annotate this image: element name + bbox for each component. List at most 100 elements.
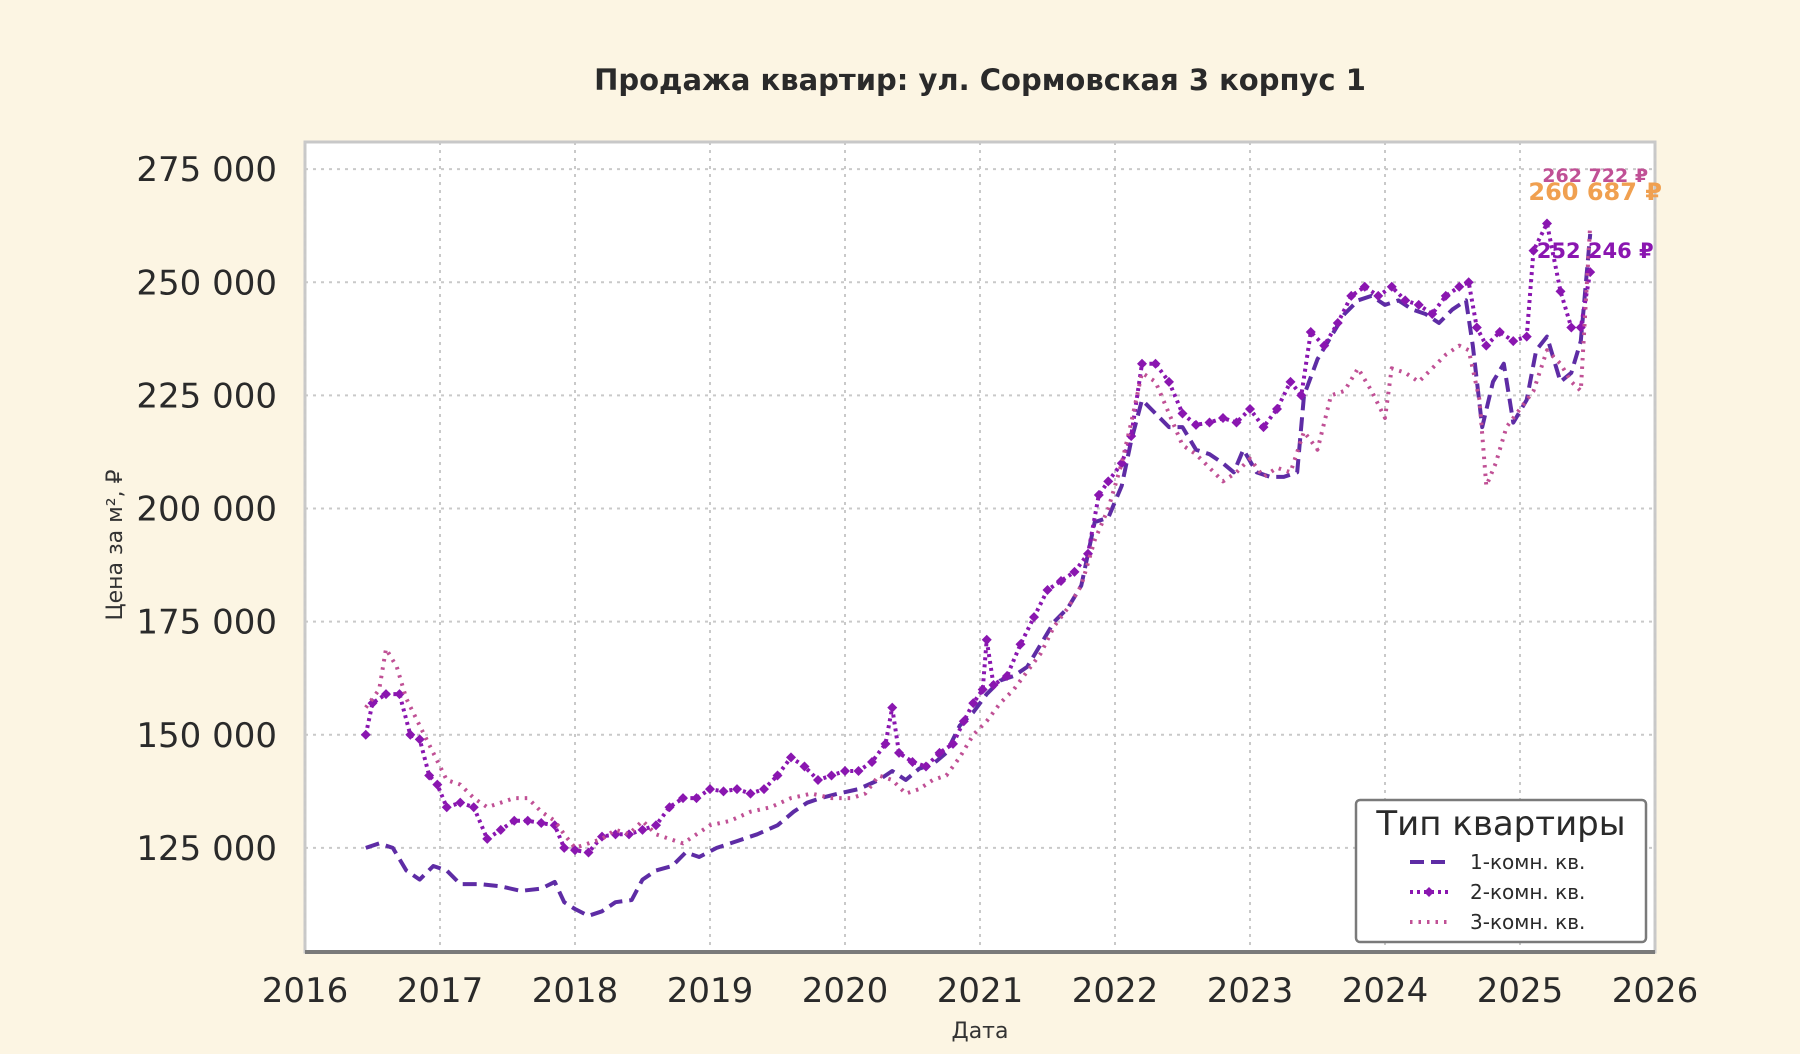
series-point [1319,340,1330,351]
series-point [745,788,756,799]
x-tick-label: 2021 [937,971,1024,1011]
series-point [1305,327,1316,338]
series-point [1191,419,1201,430]
series-point [880,738,891,749]
x-tick-label: 2019 [667,971,754,1011]
series-point [536,818,547,829]
series-point [441,802,452,813]
series-point [907,756,918,767]
series-point [840,765,850,776]
series-point [867,756,877,767]
series-point [1508,336,1519,347]
series-point [637,824,648,835]
series-point [1521,331,1532,342]
series-point [468,802,479,813]
x-tick-label: 2024 [1342,971,1429,1011]
series-point [549,820,560,831]
y-tick-label: 175 000 [136,603,277,643]
annotation-label: 260 687 ₽ [1528,178,1662,206]
x-tick-label: 2018 [532,971,619,1011]
series-point [414,734,425,745]
series-point [1150,358,1161,369]
series-point [678,793,688,804]
series-point [786,752,796,763]
legend-item-label: 3-комн. кв. [1470,910,1585,934]
series-lines [360,218,1596,918]
series-point [1440,290,1451,301]
chart-title: Продажа квартир: ул. Сормовская 3 корпус… [594,63,1366,97]
series-point [1528,245,1539,256]
series-point [583,847,594,858]
series-point [921,761,931,772]
series-point [1494,327,1505,338]
series-point [853,765,864,776]
series-point [1177,408,1188,419]
series-point [799,761,810,772]
axes: 2016 2017 2018 2019 2020 2021 2022 2023 2024 2025… [136,150,1698,1011]
series-point [360,729,371,740]
series-point [772,770,783,781]
series-point [405,729,416,740]
series-point [1373,290,1384,301]
series-point [948,738,958,749]
series-point [1359,281,1370,292]
series-point [1029,612,1039,623]
series-point [482,833,493,844]
series-point [394,689,405,700]
legend-item-label: 2-комн. кв. [1470,880,1585,904]
y-axis-label: Цена за м², ₽ [103,469,128,620]
y-tick-label: 125 000 [136,829,277,869]
series-point [1296,390,1307,401]
series-point [958,716,969,727]
series-point [691,793,702,804]
series-point [759,784,769,795]
series-point [988,680,999,691]
series-point [651,820,661,831]
series-point [1042,584,1053,595]
x-tick-label: 2026 [1612,971,1699,1011]
annotation-label: 262 722 ₽ [1542,165,1648,187]
series-point [1103,476,1114,487]
series-point [1542,218,1552,229]
x-axis-label: Дата [952,1019,1009,1044]
series-point [1272,403,1282,414]
series-point [981,634,992,645]
series-point [381,689,391,700]
annotations: 262 722 ₽260 687 ₽ 252 246 ₽ [1528,165,1662,263]
legend: Тип квартиры 1-комн. кв. 2-комн. кв. 3-ком… [1354,798,1648,944]
series-point [424,770,435,781]
series-point [1386,281,1397,292]
grid-lines [304,142,1656,952]
series-line-3 [364,224,1593,850]
series-point [570,845,580,856]
series-point [455,797,466,808]
series-point [1427,308,1438,319]
series-point [1137,358,1147,369]
series-point [1126,431,1137,442]
series-point [1056,575,1066,586]
series-point [1555,286,1566,297]
y-tick-label: 275 000 [136,150,277,190]
series-point [1218,413,1228,424]
series-point [664,802,675,813]
series-point [1204,417,1215,428]
series-point [1332,318,1343,329]
x-tick-label: 2017 [397,971,484,1011]
series-point [1454,281,1465,292]
x-tick-label: 2020 [802,971,889,1011]
series-point [1258,422,1269,433]
series-point [826,770,837,781]
y-tick-label: 250 000 [136,263,277,303]
series-point [813,775,823,786]
series-point [1471,322,1482,333]
y-tick-label: 200 000 [136,490,277,530]
series-point [1002,670,1012,681]
series-point [1566,322,1577,333]
x-tick-label: 2016 [262,971,349,1011]
series-point [968,698,979,709]
series-point [1164,376,1174,387]
series-line-2 [363,221,1593,855]
series-point [1245,403,1255,414]
y-tick-label: 150 000 [136,716,277,756]
